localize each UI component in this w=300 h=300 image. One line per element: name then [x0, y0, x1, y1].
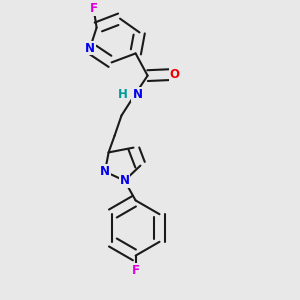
Text: O: O	[169, 68, 180, 81]
Text: N: N	[132, 88, 142, 101]
Text: N: N	[119, 174, 130, 187]
Text: N: N	[100, 165, 110, 178]
Text: N: N	[85, 41, 95, 55]
Text: H: H	[118, 88, 127, 101]
Text: F: F	[132, 263, 140, 277]
Text: F: F	[90, 2, 98, 15]
